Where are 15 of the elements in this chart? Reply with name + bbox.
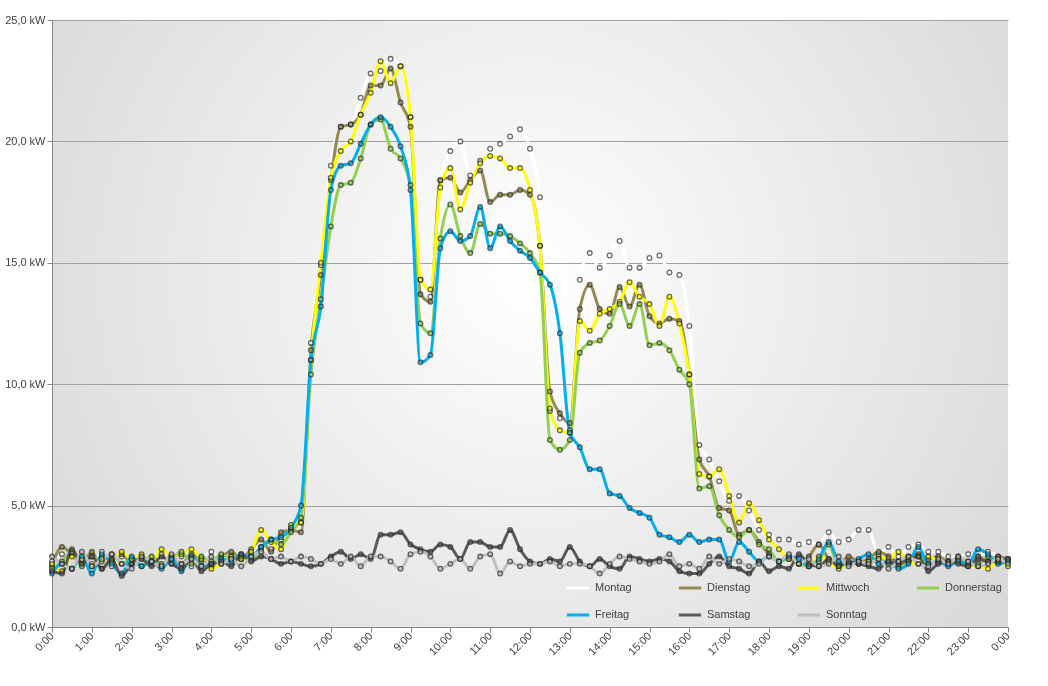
- y-tick-label: 20,0 kW: [5, 134, 47, 147]
- legend-label: Freitag: [595, 608, 630, 620]
- legend-label: Donnerstag: [945, 581, 1002, 593]
- y-tick-label: 5,0 kW: [11, 499, 47, 512]
- y-tick-label: 0,0 kW: [11, 620, 47, 633]
- y-tick-label: 15,0 kW: [5, 256, 47, 269]
- y-tick-label: 10,0 kW: [5, 377, 47, 390]
- legend-label: Samstag: [707, 608, 751, 620]
- legend-label: Dienstag: [707, 581, 751, 593]
- x-tick-label: 4:00: [191, 629, 216, 654]
- legend-label: Mittwoch: [826, 581, 870, 593]
- legend-label: Sonntag: [826, 608, 867, 620]
- y-tick-label: 25,0 kW: [5, 13, 47, 26]
- x-tick-label: 7:00: [311, 629, 335, 654]
- legend-label: Montag: [595, 581, 632, 593]
